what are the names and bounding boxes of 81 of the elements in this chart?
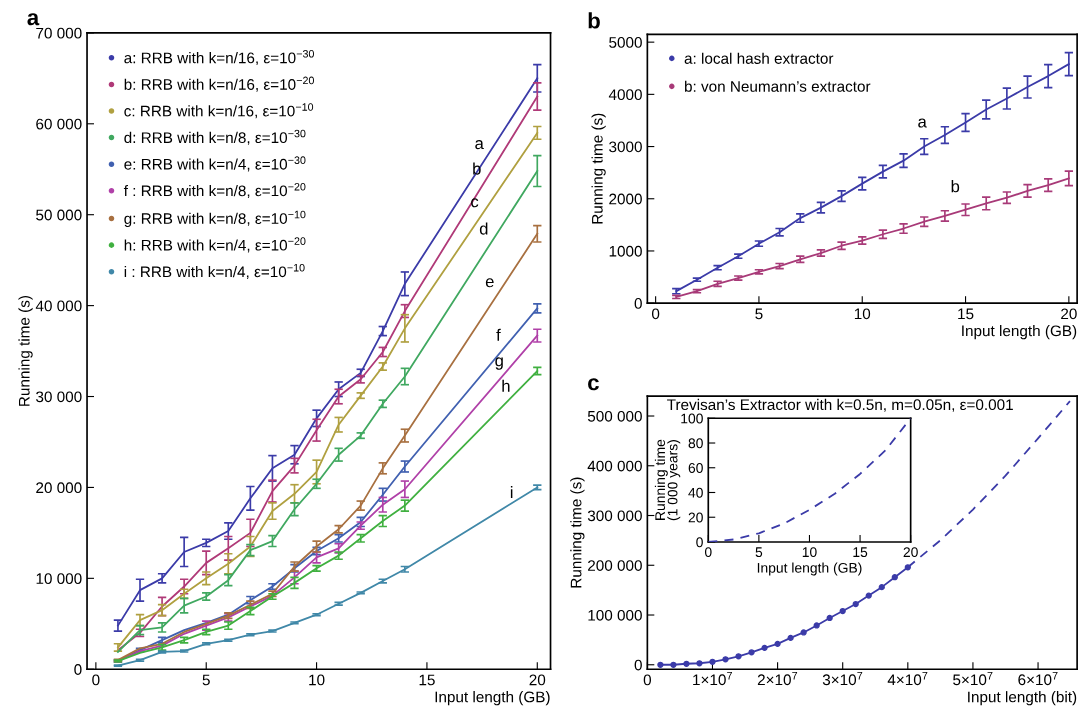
y-tick-label: 100 000 <box>588 609 642 621</box>
legend-label: d: RRB with k=n/8, ε=10$^{−30}$ <box>124 129 306 145</box>
x-tick-label: 15 <box>419 674 435 686</box>
x-tick-label: 5 <box>202 674 210 686</box>
x-axis-title: Input length (GB) <box>962 325 1077 340</box>
x-tick-label: 20 <box>903 547 918 558</box>
chart-title: a <box>27 13 40 26</box>
legend-label: b: von Neumann’s extractor <box>685 80 871 92</box>
x-axis-title: Input length (GB) <box>435 691 550 706</box>
y-tick-label: 1000 <box>609 245 642 257</box>
y-tick-label: 200 000 <box>588 560 642 571</box>
legend-label: b: RRB with k=n/16, ε=10$^{−20}$ <box>124 76 314 92</box>
y-tick-label: 40 <box>688 487 703 498</box>
x-tick-label: 0 <box>704 547 712 558</box>
x-tick-label: 10 <box>802 547 817 558</box>
y-axis-title: Running time (s) <box>18 295 33 406</box>
annotation: a <box>918 118 927 128</box>
y-tick-label: 400 000 <box>587 460 642 472</box>
y-tick-label: 80 <box>688 438 703 449</box>
x-tick-label: 10 <box>309 674 325 686</box>
x-tick-label: 10 <box>854 308 871 320</box>
annotation: d <box>479 222 488 235</box>
y-tick-label: 3000 <box>609 141 642 153</box>
x-tick-label: 5 <box>755 547 763 558</box>
legend-label: a: local hash extractor <box>684 52 834 64</box>
y-tick-label: 2000 <box>609 193 642 205</box>
y-tick-label: 0 <box>634 659 642 671</box>
x-tick-label: 6×10$^{7}$ <box>1018 672 1058 686</box>
legend-label: e: RRB with k=n/4, ε=10$^{−30}$ <box>124 156 306 172</box>
annotation: i <box>510 486 513 499</box>
x-tick-label: 5 <box>755 308 763 320</box>
chart-title: c <box>588 378 599 391</box>
x-tick-label: 2×10$^{7}$ <box>757 672 798 686</box>
x-tick-label: 0 <box>92 674 100 686</box>
x-tick-label: 4×10$^{7}$ <box>887 672 928 686</box>
x-axis-title: Input length (GB) <box>757 562 862 576</box>
y-tick-label: 60 000 <box>36 118 82 130</box>
y-tick-label: 40 000 <box>35 300 82 312</box>
chart-title: b <box>588 12 600 29</box>
x-tick-label: 3×10$^{7}$ <box>822 672 863 686</box>
annotation: e <box>485 278 494 288</box>
y-tick-label: 4000 <box>608 89 642 101</box>
annotation: b <box>951 180 960 193</box>
x-tick-label: 1×10$^{7}$ <box>693 672 732 686</box>
y-tick-label: 100 <box>681 413 703 424</box>
legend-label: g: RRB with k=n/8, ε=10$^{−10}$ <box>124 210 306 228</box>
x-tick-label: 20 <box>1061 308 1077 320</box>
y-tick-label: 500 000 <box>587 410 642 422</box>
y-tick-label: 70 000 <box>36 27 82 39</box>
legend-label: h: RRB with k=n/4, ε=10$^{−20}$ <box>124 237 306 253</box>
y-tick-label: 0 <box>696 537 703 548</box>
y-tick-label: 20 <box>688 512 703 523</box>
annotation: Trevisan’s Extractor with k=0.5n, m=0.05n, ε=0.001 <box>667 398 1013 412</box>
y-tick-label: 50 000 <box>36 209 82 221</box>
y-tick-label: 30 000 <box>36 391 82 403</box>
x-tick-label: 0 <box>651 308 660 320</box>
legend-label: a: RRB with k=n/16, ε=10$^{−30}$ <box>124 50 314 66</box>
y-axis-title: Running time (s) <box>570 477 585 588</box>
x-tick-label: 15 <box>958 308 974 320</box>
y-tick-label: 0 <box>74 664 82 675</box>
annotation: g <box>495 357 503 370</box>
legend-label: i : RRB with k=n/4, ε=10$^{−10}$ <box>124 263 305 279</box>
x-axis-title: Input length (bit) <box>968 691 1077 706</box>
y-tick-label: 0 <box>634 298 642 309</box>
y-tick-label: 20 000 <box>36 482 82 494</box>
annotation: a <box>475 140 484 150</box>
annotation: f <box>496 328 501 341</box>
legend-label: f : RRB with k=n/8, ε=10$^{−20}$ <box>123 182 306 199</box>
x-tick-label: 5×10$^{7}$ <box>953 672 993 686</box>
annotation: h <box>502 379 510 392</box>
y-tick-label: 60 <box>688 463 703 473</box>
y-tick-label: 10 000 <box>36 573 82 585</box>
x-tick-label: 20 <box>529 674 546 686</box>
y-tick-label: 300 000 <box>587 510 642 522</box>
x-tick-label: 0 <box>643 674 652 686</box>
y-tick-label: 5000 <box>609 37 642 48</box>
annotation: c <box>471 198 479 208</box>
x-tick-label: 15 <box>853 547 868 558</box>
y-axis-title: Running time (1 000 years) <box>654 439 681 521</box>
y-axis-title: Running time (s) <box>591 113 606 224</box>
legend-label: c: RRB with k=n/16, ε=10$^{−10}$ <box>124 103 314 119</box>
